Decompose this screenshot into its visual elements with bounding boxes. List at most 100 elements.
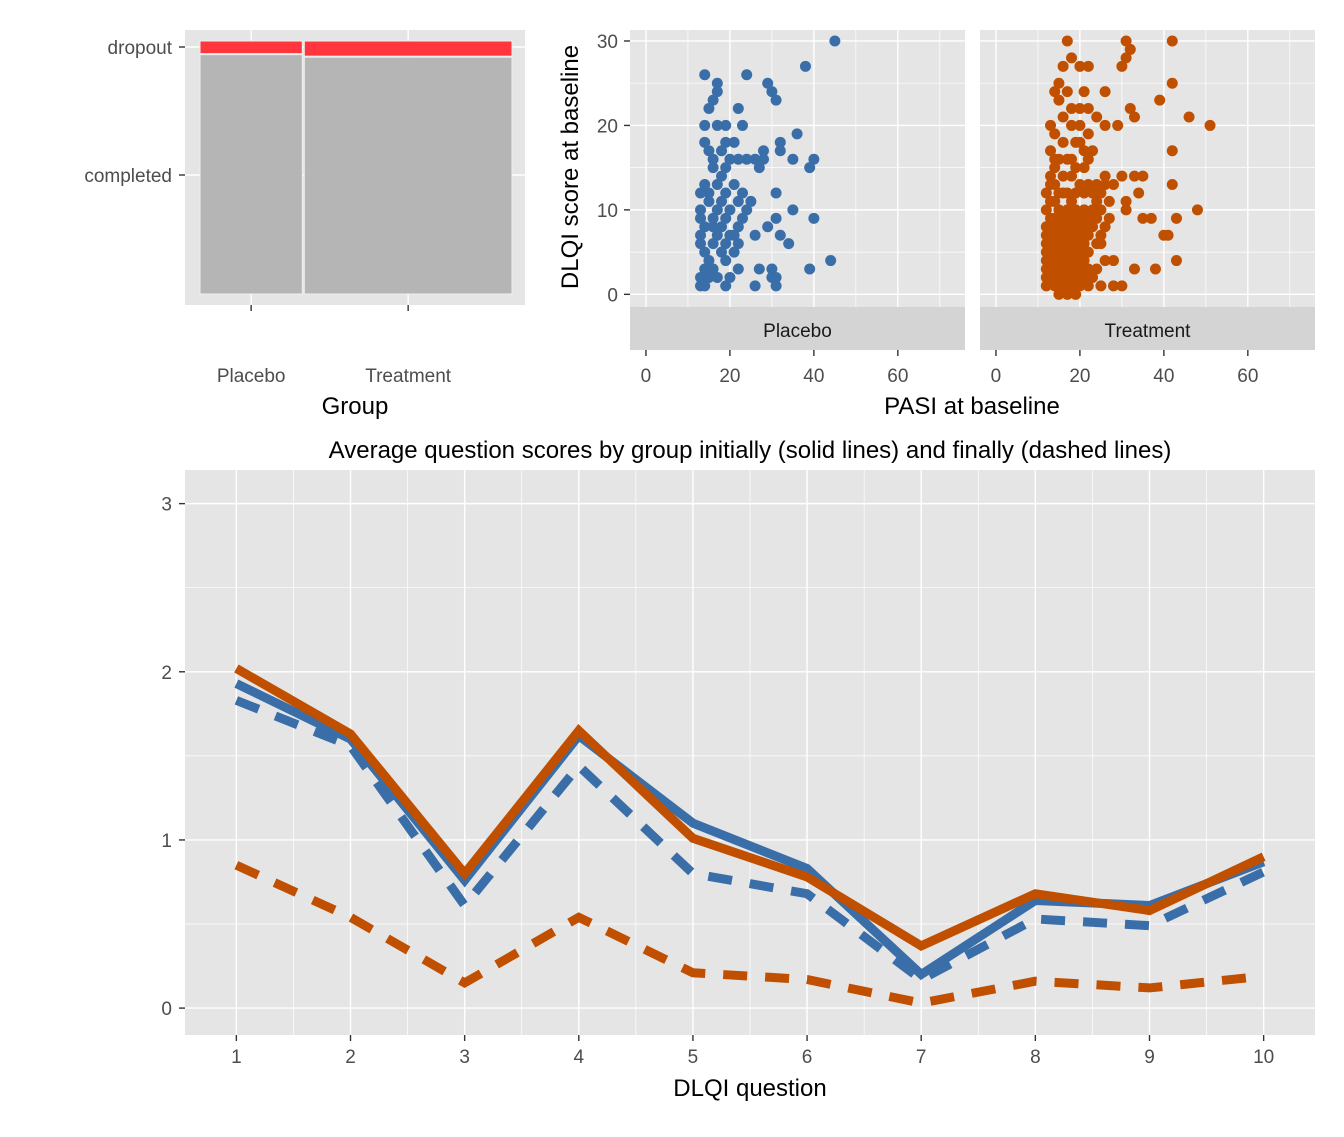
scatter-point: [1066, 52, 1078, 64]
scatter-point: [1078, 145, 1090, 157]
scatter-point: [1162, 229, 1174, 241]
scatter-point: [1145, 212, 1157, 224]
scatter-point: [699, 69, 711, 81]
scatter-point: [1049, 162, 1061, 174]
scatter-point: [1053, 221, 1065, 233]
scatter-point: [770, 212, 782, 224]
scatter-y-tick-label: 30: [597, 32, 618, 53]
scatter-x-tick-label: 20: [719, 366, 740, 387]
line-x-tick-label: 2: [345, 1047, 356, 1068]
scatter-point: [1137, 170, 1149, 182]
scatter-point: [695, 271, 707, 283]
scatter-point: [1057, 60, 1069, 72]
scatter-point: [716, 170, 728, 182]
scatter-point: [757, 145, 769, 157]
mosaic-x-tick-label: Treatment: [365, 366, 452, 387]
scatter-point: [1053, 204, 1065, 216]
facet-strip: [980, 307, 1315, 350]
scatter-point: [1107, 179, 1119, 191]
scatter-point: [1070, 221, 1082, 233]
scatter-point: [1049, 128, 1061, 140]
scatter-point: [1057, 280, 1069, 292]
scatter-point: [770, 280, 782, 292]
scatter-point: [829, 35, 841, 47]
scatter-point: [737, 119, 749, 131]
scatter-point: [1082, 280, 1094, 292]
scatter-point: [1070, 288, 1082, 300]
scatter-point: [1057, 212, 1069, 224]
scatter-point: [699, 280, 711, 292]
scatter-point: [1045, 119, 1057, 131]
scatter-point: [699, 246, 711, 258]
scatter-point: [711, 204, 723, 216]
scatter-point: [1166, 35, 1178, 47]
scatter-point: [1057, 263, 1069, 275]
scatter-point: [1103, 212, 1115, 224]
scatter-point: [1082, 60, 1094, 72]
line-x-tick-label: 9: [1144, 1047, 1155, 1068]
scatter-point: [1040, 280, 1052, 292]
scatter-point: [1120, 204, 1132, 216]
scatter-point: [1049, 195, 1061, 207]
scatter-point: [720, 280, 732, 292]
scatter-point: [1087, 204, 1099, 216]
line-x-tick-label: 3: [459, 1047, 470, 1068]
scatter-point: [1128, 263, 1140, 275]
scatter-point: [1061, 221, 1073, 233]
scatter-point: [1095, 280, 1107, 292]
scatter-point: [753, 162, 765, 174]
scatter-point: [724, 204, 736, 216]
scatter-point: [745, 195, 757, 207]
line-x-tick-label: 7: [916, 1047, 927, 1068]
scatter-point: [1116, 60, 1128, 72]
scatter-x-tick-label: 60: [887, 366, 908, 387]
scatter-facet-treatment: Treatment 0 20 40 60: [980, 30, 1315, 387]
scatter-point: [1066, 229, 1078, 241]
scatter-point: [1061, 238, 1073, 250]
line-y-tick-label: 3: [161, 495, 172, 516]
scatter-point: [1082, 263, 1094, 275]
scatter-point: [1166, 145, 1178, 157]
scatter-point: [720, 212, 732, 224]
scatter-point: [1091, 263, 1103, 275]
mosaic-y-tick-label: dropout: [108, 38, 173, 59]
scatter-point: [1124, 43, 1136, 55]
scatter-point: [1040, 229, 1052, 241]
scatter-point: [1099, 179, 1111, 191]
scatter-point: [695, 204, 707, 216]
scatter-point: [1095, 229, 1107, 241]
scatter-point: [1154, 94, 1166, 106]
scatter-point: [783, 238, 795, 250]
scatter-point: [1103, 195, 1115, 207]
scatter-point: [720, 162, 732, 174]
scatter-point: [703, 187, 715, 199]
mosaic-tile-dropout-placebo: [199, 40, 303, 55]
scatter-point: [1112, 119, 1124, 131]
scatter-point: [749, 280, 761, 292]
scatter-point: [707, 162, 719, 174]
scatter-point: [1074, 60, 1086, 72]
scatter-point: [799, 60, 811, 72]
scatter-point: [1045, 145, 1057, 157]
scatter-point: [1066, 153, 1078, 165]
facet-strip: [630, 307, 965, 350]
scatter-point: [703, 271, 715, 283]
scatter-point: [732, 103, 744, 115]
scatter-point: [1091, 212, 1103, 224]
scatter-y-tick-label: 0: [607, 285, 618, 306]
line-x-tick-label: 1: [231, 1047, 242, 1068]
scatter-point: [1061, 255, 1073, 267]
scatter-point: [711, 77, 723, 89]
scatter-point: [1074, 212, 1086, 224]
facet-strip-label: Treatment: [1105, 321, 1192, 342]
scatter-point: [732, 263, 744, 275]
series-treatment-final: [234, 861, 1265, 1008]
scatter-point: [774, 136, 786, 148]
scatter-point: [1095, 238, 1107, 250]
scatter-point: [707, 153, 719, 165]
line-y-tick-label: 2: [161, 663, 172, 684]
scatter-point: [1066, 246, 1078, 258]
scatter-point: [728, 136, 740, 148]
scatter-point: [1066, 119, 1078, 131]
scatter-point: [1053, 77, 1065, 89]
